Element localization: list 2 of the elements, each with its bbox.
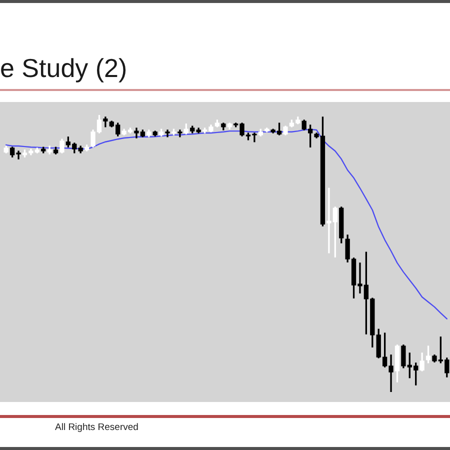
chart-title: e Study (2) <box>0 53 128 83</box>
text: All Rights Reserved <box>55 422 138 434</box>
